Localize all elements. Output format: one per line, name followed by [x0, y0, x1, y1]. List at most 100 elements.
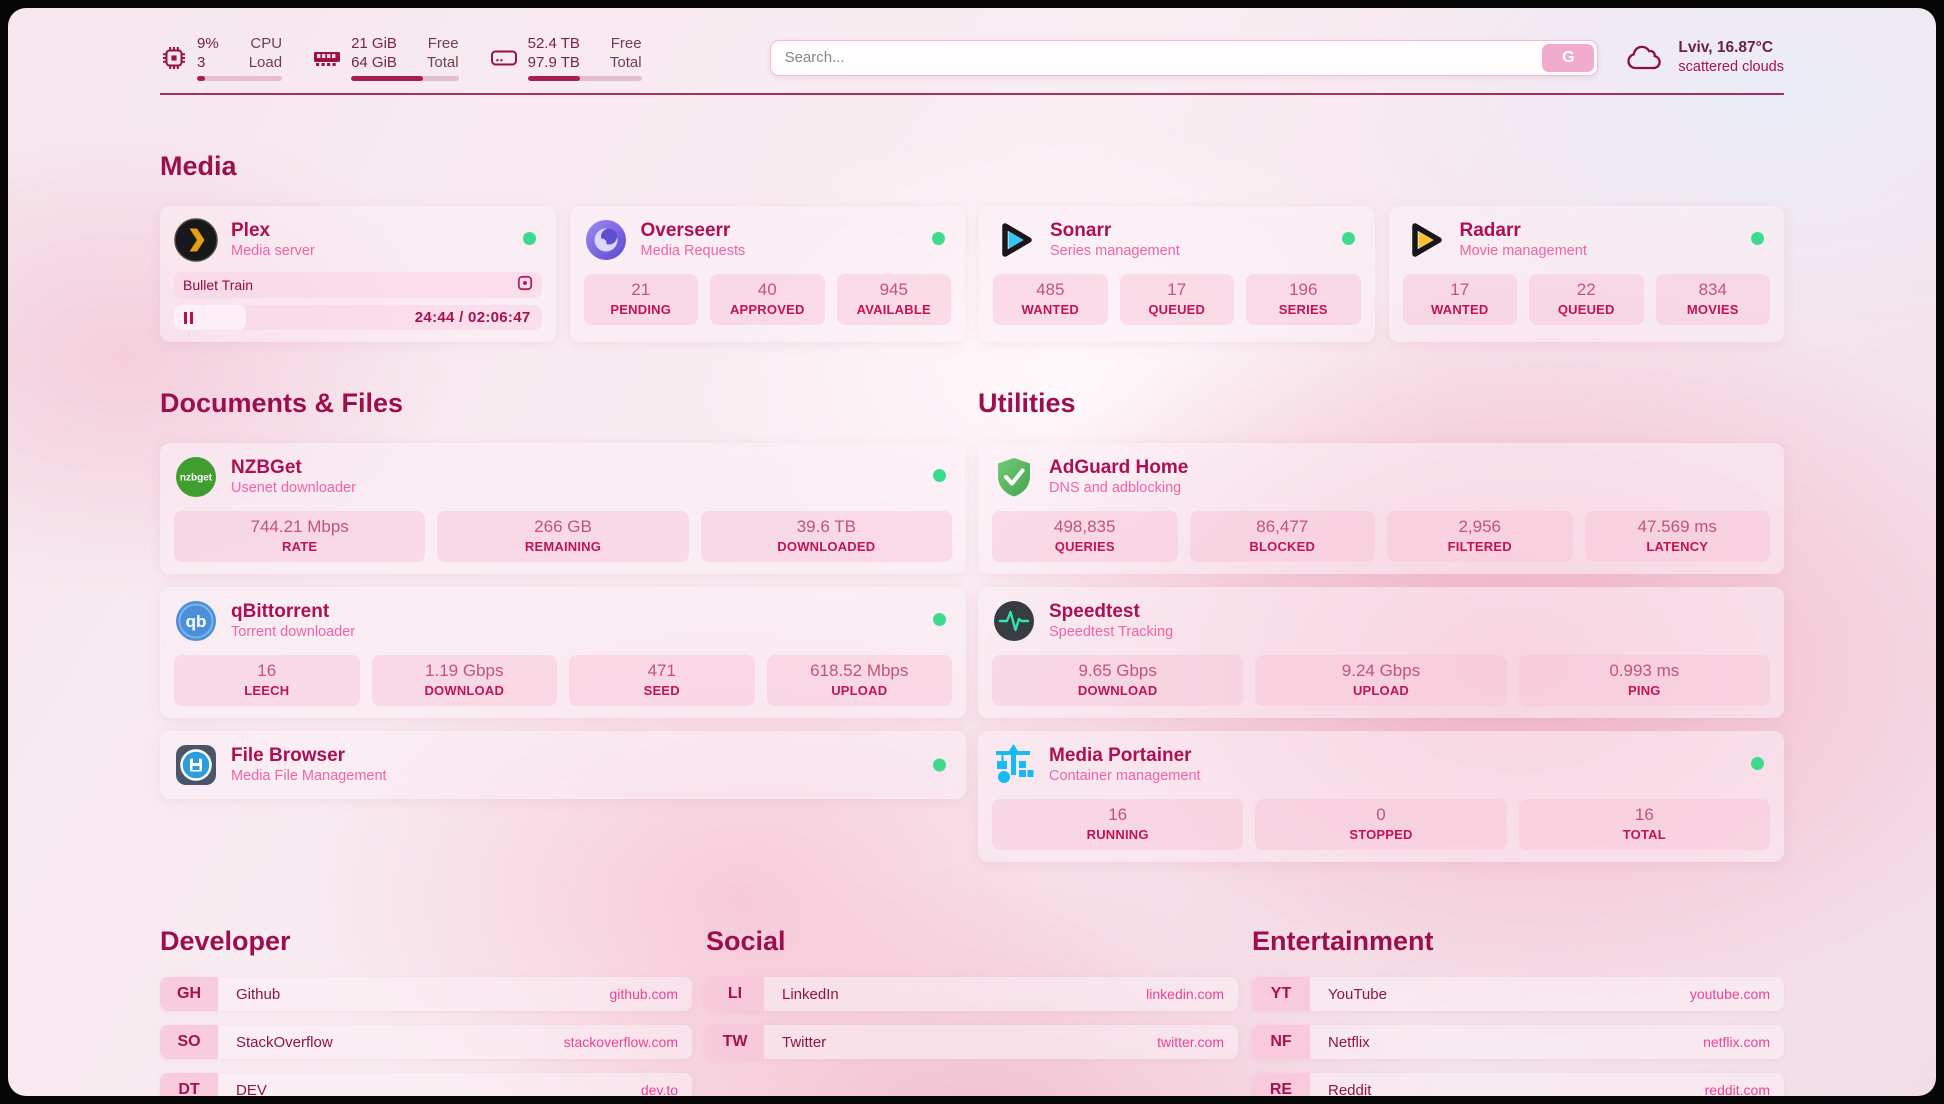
- weather-widget: Lviv, 16.87°C scattered clouds: [1624, 38, 1784, 77]
- bookmark-url: linkedin.com: [1146, 986, 1224, 1002]
- stats-row: 9.65 Gbps DOWNLOAD 9.24 Gbps UPLOAD 0.99…: [992, 655, 1770, 706]
- cast-icon: [517, 275, 533, 296]
- stat-value: 0: [1376, 805, 1386, 824]
- svg-text:nzbget: nzbget: [180, 473, 213, 484]
- stat-latency: 47.569 ms LATENCY: [1584, 511, 1770, 562]
- section-title-developer: Developer: [160, 926, 291, 956]
- filebrowser-card[interactable]: File Browser Media File Management: [160, 731, 966, 799]
- card-subtitle: DNS and adblocking: [1049, 480, 1182, 496]
- stat-label: SERIES: [1278, 302, 1328, 317]
- adguard-card[interactable]: AdGuard Home DNS and adblocking 498,835 …: [978, 443, 1784, 574]
- bookmark-linkedin[interactable]: LI LinkedIn linkedin.com: [706, 977, 1238, 1011]
- stat-value: 40: [757, 280, 777, 299]
- search-provider-button[interactable]: G: [1542, 43, 1595, 72]
- search-input[interactable]: [770, 49, 1598, 66]
- stat-value: 0.993 ms: [1609, 661, 1680, 680]
- stat-download: 1.19 Gbps DOWNLOAD: [371, 655, 557, 706]
- card-title: Media Portainer: [1049, 745, 1192, 766]
- utilities-column: Utilities: [978, 388, 1784, 862]
- stat-stopped: 0 STOPPED: [1255, 799, 1507, 850]
- stat-value: 9.24 Gbps: [1341, 661, 1421, 680]
- stat-label: LEECH: [244, 683, 290, 698]
- cpu-usage-value: 9%: [197, 35, 219, 52]
- stat-value: 16: [257, 661, 277, 680]
- ram-icon: [312, 46, 342, 70]
- stat-label: APPROVED: [729, 302, 805, 317]
- stat-label: FILTERED: [1447, 539, 1512, 554]
- bookmark-name: Twitter: [782, 1033, 827, 1051]
- stat-seed: 471 SEED: [569, 655, 755, 706]
- bookmark-abbr: TW: [706, 1025, 764, 1059]
- bookmark-name: Netflix: [1328, 1033, 1370, 1051]
- section-title-utilities: Utilities: [978, 388, 1076, 418]
- ram-progress-bar: [351, 76, 459, 81]
- sonarr-icon: [993, 218, 1037, 262]
- dashboard-page: 9% CPU 3 Load: [8, 8, 1936, 1096]
- bookmark-dev[interactable]: DT DEV dev.to: [160, 1073, 692, 1096]
- stat-value: 86,477: [1256, 517, 1309, 536]
- card-subtitle: Container management: [1049, 768, 1201, 784]
- card-subtitle: Movie management: [1459, 243, 1587, 259]
- documents-column: Documents & Files nzbget NZBGet: [160, 388, 966, 799]
- card-subtitle: Media server: [231, 243, 315, 259]
- section-title-entertainment: Entertainment: [1252, 926, 1434, 956]
- portainer-card[interactable]: Media Portainer Container management 16 …: [978, 731, 1784, 862]
- bookmark-youtube[interactable]: YT YouTube youtube.com: [1252, 977, 1784, 1011]
- overseerr-icon: [584, 218, 628, 262]
- status-dot: [1751, 757, 1764, 770]
- speedtest-card[interactable]: Speedtest Speedtest Tracking 9.65 Gbps D…: [978, 587, 1784, 718]
- cpu-icon: [160, 44, 188, 72]
- stat-value: 618.52 Mbps: [810, 661, 909, 680]
- sonarr-card[interactable]: Sonarr Series management 485 WANTED 17 Q…: [979, 206, 1375, 342]
- radarr-card[interactable]: Radarr Movie management 17 WANTED 22 QUE…: [1388, 206, 1784, 342]
- bookmark-stackoverflow[interactable]: SO StackOverflow stackoverflow.com: [160, 1025, 692, 1059]
- stat-filtered: 2,956 FILTERED: [1387, 511, 1573, 562]
- bookmark-twitter[interactable]: TW Twitter twitter.com: [706, 1025, 1238, 1059]
- bookmark-url: twitter.com: [1157, 1034, 1224, 1050]
- card-title: Plex: [231, 220, 271, 241]
- card-subtitle: Media Requests: [640, 243, 746, 259]
- stat-queries: 498,835 QUERIES: [992, 511, 1178, 562]
- status-dot: [1341, 232, 1355, 245]
- disk-free-label: Free: [610, 35, 642, 52]
- status-dot: [933, 469, 946, 482]
- qbittorrent-card[interactable]: qb qBittorrent Torrent downloader 16 LEE…: [160, 587, 966, 718]
- bookmark-netflix[interactable]: NF Netflix netflix.com: [1252, 1025, 1784, 1059]
- media-cards-row: Plex Media server Bullet Train: [160, 206, 1784, 342]
- stat-ping: 0.993 ms PING: [1518, 655, 1770, 706]
- plex-card[interactable]: Plex Media server Bullet Train: [160, 206, 556, 342]
- stat-value: 485: [1036, 280, 1065, 299]
- stat-value: 2,956: [1458, 517, 1502, 536]
- card-subtitle: Series management: [1050, 243, 1180, 259]
- card-title: Overseerr: [640, 220, 731, 241]
- stat-wanted: 485 WANTED: [993, 274, 1108, 325]
- bookmark-name: YouTube: [1328, 985, 1387, 1003]
- bookmark-reddit[interactable]: RE Reddit reddit.com: [1252, 1073, 1784, 1096]
- bookmark-abbr: YT: [1252, 977, 1310, 1011]
- section-title-documents: Documents & Files: [160, 388, 404, 418]
- stat-label: WANTED: [1021, 302, 1080, 317]
- weather-condition: scattered clouds: [1678, 59, 1784, 75]
- stat-label: QUEUED: [1557, 302, 1615, 317]
- overseerr-card[interactable]: Overseerr Media Requests 21 PENDING 40 A…: [569, 206, 965, 342]
- stats-row: 21 PENDING 40 APPROVED 945 AVAILABLE: [583, 274, 951, 325]
- bookmarks-developer: Developer GH Github github.com SO StackO…: [160, 926, 692, 1096]
- bookmark-github[interactable]: GH Github github.com: [160, 977, 692, 1011]
- stat-pending: 21 PENDING: [583, 274, 698, 325]
- nzbget-card[interactable]: nzbget NZBGet Usenet downloader 744.21 M…: [160, 443, 966, 574]
- stats-row: 16 RUNNING 0 STOPPED 16 TOTAL: [992, 799, 1770, 850]
- stat-value: 1.19 Gbps: [425, 661, 504, 680]
- topbar: 9% CPU 3 Load: [160, 8, 1784, 81]
- card-title: NZBGet: [231, 457, 302, 478]
- status-dot: [522, 232, 536, 245]
- disk-progress-bar: [527, 76, 642, 81]
- bookmark-url: netflix.com: [1703, 1034, 1770, 1050]
- bookmark-abbr: SO: [160, 1025, 218, 1059]
- card-title: AdGuard Home: [1049, 457, 1189, 478]
- stat-running: 16 RUNNING: [992, 799, 1244, 850]
- stat-value: 39.6 TB: [796, 517, 856, 536]
- disk-total-value: 97.9 TB: [527, 54, 580, 71]
- speedtest-icon: [992, 599, 1036, 643]
- pause-icon: [184, 311, 193, 324]
- bookmark-name: Github: [236, 985, 281, 1003]
